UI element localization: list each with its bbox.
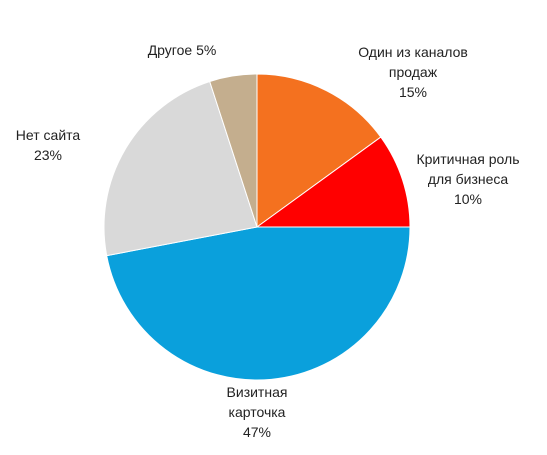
category-label: Визитная карточка (226, 384, 288, 420)
pie-slice (106, 226, 411, 381)
value-label: 47% (242, 424, 272, 440)
value-label: 5% (196, 42, 217, 58)
data-label: Нет сайта 23% (8, 125, 88, 165)
data-label: Визитная карточка 47% (217, 382, 297, 442)
value-label: 15% (398, 84, 428, 100)
value-label: 23% (33, 147, 63, 163)
category-label: Другое (147, 42, 193, 58)
data-label: Один из каналов продаж 15% (351, 42, 476, 102)
pie-slice (209, 73, 258, 228)
pie-slice (255, 136, 411, 228)
data-label: Критичная роль для бизнеса 10% (406, 149, 531, 209)
category-label: Один из каналов продаж (358, 44, 468, 80)
category-label: Нет сайта (15, 127, 81, 143)
category-label: Критичная роль для бизнеса (416, 151, 520, 187)
value-label: 10% (453, 191, 483, 207)
pie-slice (256, 73, 382, 228)
pie-slice (103, 80, 258, 257)
data-label: Другое 5% (122, 40, 242, 60)
